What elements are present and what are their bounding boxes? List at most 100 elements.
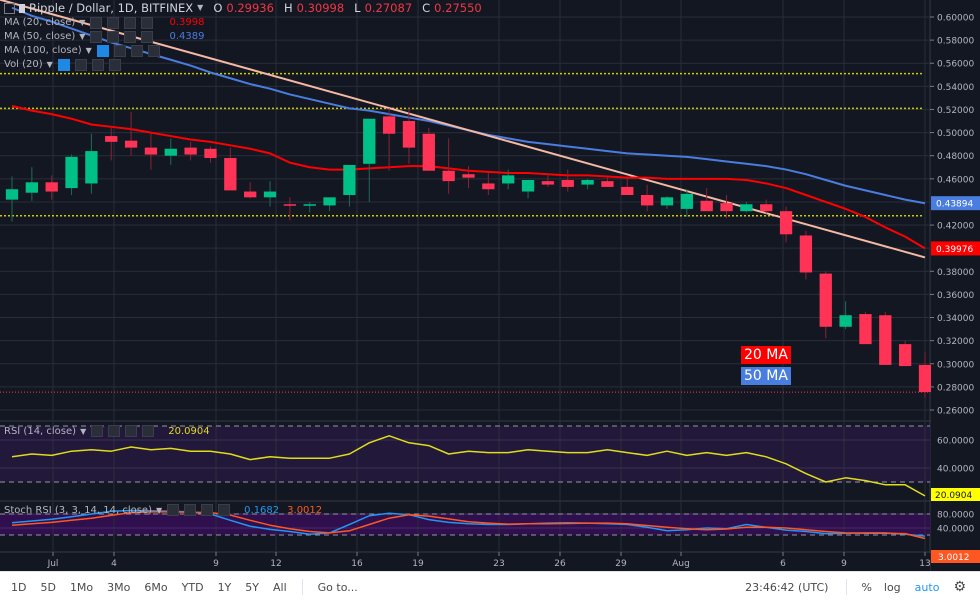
range-ytd[interactable]: YTD (181, 580, 204, 594)
more-icon[interactable] (125, 425, 138, 437)
percent-toggle[interactable]: % (861, 580, 872, 594)
chevron-down-icon[interactable]: ▼ (85, 46, 92, 55)
chevron-down-icon[interactable]: ▼ (156, 505, 163, 515)
svg-text:0.46000: 0.46000 (937, 175, 974, 185)
settings-icon[interactable] (184, 504, 197, 516)
symbol-header[interactable]: Ripple / Dollar, 1D, BITFINEX ▼ O 0.29936… (4, 0, 482, 16)
svg-text:80.0000: 80.0000 (937, 511, 974, 521)
svg-text:40.0000: 40.0000 (937, 525, 974, 535)
range-all[interactable]: All (273, 580, 287, 594)
range-5y[interactable]: 5Y (245, 580, 259, 594)
clock-utc: 23:46:42 (UTC) (745, 580, 829, 594)
close-icon[interactable] (141, 31, 154, 43)
gear-icon[interactable]: ⚙ (953, 579, 966, 595)
svg-text:0.34000: 0.34000 (937, 314, 974, 324)
vol-label[interactable]: Vol (20) (4, 59, 43, 70)
svg-text:0.26000: 0.26000 (937, 407, 974, 417)
range-6mo[interactable]: 6Mo (144, 580, 168, 594)
divider (301, 579, 303, 595)
high-value: 0.30998 (296, 1, 345, 15)
ma20-label[interactable]: MA (20, close) (4, 17, 76, 28)
stoch-rsi-legend[interactable]: Stoch RSI (3, 3, 14, 14, close) ▼ 0.1682 … (4, 504, 322, 516)
ma100-label[interactable]: MA (100, close) (4, 45, 82, 56)
goto-button[interactable]: Go to... (317, 580, 358, 594)
close-icon[interactable] (147, 45, 160, 57)
svg-text:0.43894: 0.43894 (936, 200, 973, 210)
more-icon[interactable] (124, 17, 137, 29)
close-icon[interactable] (142, 425, 155, 437)
svg-text:Jul: Jul (47, 559, 59, 569)
visibility-icon[interactable] (167, 504, 180, 516)
auto-toggle[interactable]: auto (914, 580, 940, 594)
svg-text:0.39976: 0.39976 (936, 245, 973, 255)
svg-text:9: 9 (213, 559, 219, 569)
divider (846, 579, 848, 595)
range-1y[interactable]: 1Y (217, 580, 232, 594)
more-icon[interactable] (130, 45, 143, 57)
bottom-toolbar: 1D 5D 1Mo 3Mo 6Mo YTD 1Y 5Y All Go to...… (0, 571, 980, 602)
close-icon[interactable] (218, 504, 231, 516)
hidden-eye-icon[interactable] (57, 59, 70, 71)
range-5d[interactable]: 5D (40, 580, 56, 594)
chevron-down-icon[interactable]: ▼ (80, 426, 87, 436)
settings-icon[interactable] (113, 45, 126, 57)
svg-text:12: 12 (270, 559, 281, 569)
svg-text:0.56000: 0.56000 (937, 60, 974, 70)
more-icon[interactable] (201, 504, 214, 516)
stoch-rsi-label[interactable]: Stoch RSI (3, 3, 14, 14, close) (4, 504, 152, 516)
visibility-icon[interactable] (90, 31, 103, 43)
more-icon[interactable] (91, 59, 104, 71)
visibility-icon[interactable] (90, 17, 103, 29)
range-1mo[interactable]: 1Mo (69, 580, 94, 594)
rsi-value: 20.0904 (168, 425, 210, 437)
annotation-50ma[interactable]: 50 MA (741, 367, 791, 385)
stoch-k-value: 0.1682 (244, 504, 280, 516)
svg-text:6: 6 (780, 559, 786, 569)
bar-style-icon[interactable] (19, 3, 25, 13)
hidden-eye-icon[interactable] (96, 45, 109, 57)
more-icon[interactable] (124, 31, 137, 43)
high-label: H (283, 1, 293, 15)
close-label: C (422, 1, 431, 15)
visibility-icon[interactable] (91, 425, 104, 437)
svg-text:0.52000: 0.52000 (937, 106, 974, 116)
settings-icon[interactable] (74, 59, 87, 71)
chevron-down-icon[interactable]: ▼ (46, 60, 53, 69)
ma20-value: 0.3998 (169, 17, 205, 28)
svg-text:13: 13 (919, 559, 930, 569)
chevron-down-icon[interactable]: ▼ (79, 32, 86, 41)
svg-text:23: 23 (493, 559, 504, 569)
svg-text:0.38000: 0.38000 (937, 268, 974, 278)
chevron-down-icon[interactable]: ▼ (79, 18, 86, 27)
legend-ma20[interactable]: MA (20, close) ▼ 0.3998 (4, 16, 482, 30)
rsi-label[interactable]: RSI (14, close) (4, 425, 77, 437)
svg-text:0.30000: 0.30000 (937, 360, 974, 370)
legend-vol[interactable]: Vol (20) ▼ (4, 58, 482, 72)
svg-text:3.0012: 3.0012 (938, 553, 970, 563)
low-value: 0.27087 (364, 1, 413, 15)
ma50-label[interactable]: MA (50, close) (4, 31, 76, 42)
log-toggle[interactable]: log (883, 580, 901, 594)
svg-text:Aug: Aug (672, 559, 690, 569)
legend-ma50[interactable]: MA (50, close) ▼ 0.4389 (4, 30, 482, 44)
range-1d[interactable]: 1D (11, 580, 27, 594)
chevron-down-icon[interactable]: ▼ (197, 3, 204, 12)
range-3mo[interactable]: 3Mo (107, 580, 131, 594)
settings-icon[interactable] (108, 425, 121, 437)
collapse-legend-icon[interactable] (4, 2, 15, 14)
svg-text:0.28000: 0.28000 (937, 383, 974, 393)
svg-text:60.0000: 60.0000 (937, 437, 974, 447)
chart-canvas[interactable]: 0.60000 0.58000 0.56000 0.54000 0.52000 0.500… (0, 0, 980, 571)
close-icon[interactable] (108, 59, 121, 71)
settings-icon[interactable] (107, 31, 120, 43)
settings-icon[interactable] (107, 17, 120, 29)
close-icon[interactable] (141, 17, 154, 29)
rsi-legend[interactable]: RSI (14, close) ▼ 20.0904 (4, 425, 210, 437)
chart-area[interactable]: 0.60000 0.58000 0.56000 0.54000 0.52000 0.500… (0, 0, 980, 571)
low-label: L (354, 1, 361, 15)
svg-text:9: 9 (841, 559, 847, 569)
svg-text:19: 19 (412, 559, 424, 569)
symbol-title[interactable]: Ripple / Dollar, 1D, BITFINEX (29, 1, 194, 15)
legend-ma100[interactable]: MA (100, close) ▼ (4, 44, 482, 58)
annotation-20ma[interactable]: 20 MA (741, 346, 791, 364)
